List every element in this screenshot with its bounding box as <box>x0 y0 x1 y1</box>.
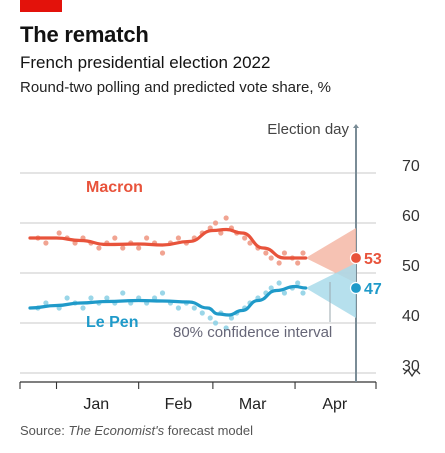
macron-poll-dot <box>268 255 274 261</box>
lepen-poll-dot <box>212 320 219 326</box>
lepen-trend-line <box>28 284 308 317</box>
macron-poll-dot <box>212 220 219 226</box>
macron-poll-dot <box>263 250 269 256</box>
lepen-poll-dot <box>191 305 197 311</box>
source-note: Source: The Economist's forecast model <box>20 423 253 438</box>
source-publication: The Economist's <box>68 423 165 438</box>
confidence-interval-label: 80% confidence interval <box>173 324 332 341</box>
chart-title: The rematch <box>20 22 149 47</box>
lepen-poll-dot <box>207 315 213 321</box>
macron-poll-dot <box>56 230 62 236</box>
macron-poll-dot <box>300 250 306 256</box>
macron-poll-dot <box>120 245 126 251</box>
macron-predicted-label: 53 <box>364 251 382 268</box>
lepen-poll-dot <box>281 290 288 296</box>
x-tick-label: Apr <box>322 396 348 413</box>
y-tick-label: 50 <box>402 258 420 275</box>
macron-poll-dot <box>223 215 229 221</box>
y-tick-label: 40 <box>402 308 420 325</box>
macron-poll-dot <box>175 235 182 241</box>
y-tick-label: 70 <box>402 158 420 175</box>
macron-poll-dot <box>144 235 150 241</box>
source-prefix: Source: <box>20 423 69 438</box>
economist-red-tag <box>20 0 62 12</box>
lepen-poll-dot <box>268 285 274 291</box>
lepen-poll-dot <box>228 315 235 321</box>
lepen-poll-dot <box>223 325 229 331</box>
lepen-series-label: Le Pen <box>86 314 138 331</box>
chart-description: Round-two polling and predicted vote sha… <box>20 79 332 96</box>
macron-poll-dot <box>159 250 166 256</box>
macron-poll-dot <box>295 260 301 266</box>
lepen-poll-dot <box>295 280 301 286</box>
x-tick-label: Jan <box>83 396 109 413</box>
lepen-poll-dot <box>64 295 70 301</box>
axis-break-icon <box>403 368 421 378</box>
lepen-poll-dot <box>43 300 49 306</box>
lepen-poll-dot <box>80 305 86 311</box>
lepen-poll-dot <box>199 310 205 316</box>
lepen-confidence-band <box>305 263 356 318</box>
macron-poll-dot <box>112 235 118 241</box>
election-day-label: Election day <box>267 121 349 138</box>
lepen-poll-dot <box>159 290 166 296</box>
lepen-poll-dot <box>175 305 182 311</box>
y-tick-label: 60 <box>402 208 420 225</box>
macron-poll-dot <box>136 245 142 251</box>
macron-poll-dot <box>218 230 224 236</box>
x-tick-label: Mar <box>239 396 267 413</box>
chart-subtitle: French presidential election 2022 <box>20 53 271 72</box>
lepen-poll-dot <box>300 290 306 296</box>
macron-poll-dot <box>276 260 282 266</box>
macron-poll-dot <box>43 240 49 246</box>
lepen-poll-dot <box>88 295 94 301</box>
lepen-poll-dot <box>120 290 126 296</box>
macron-poll-dot <box>96 245 102 251</box>
election-day-marker <box>353 124 359 128</box>
macron-predicted-point <box>349 251 363 265</box>
lepen-predicted-point <box>349 281 363 295</box>
macron-series-label: Macron <box>86 179 143 196</box>
lepen-predicted-label: 47 <box>364 281 382 298</box>
macron-poll-dot <box>242 235 248 241</box>
macron-trend-line <box>28 227 308 260</box>
macron-poll-dot <box>281 250 288 256</box>
lepen-poll-dot <box>104 295 110 301</box>
lepen-poll-dot <box>276 280 282 286</box>
macron-poll-dot <box>247 240 253 246</box>
source-suffix: forecast model <box>164 423 253 438</box>
x-tick-label: Feb <box>165 396 193 413</box>
